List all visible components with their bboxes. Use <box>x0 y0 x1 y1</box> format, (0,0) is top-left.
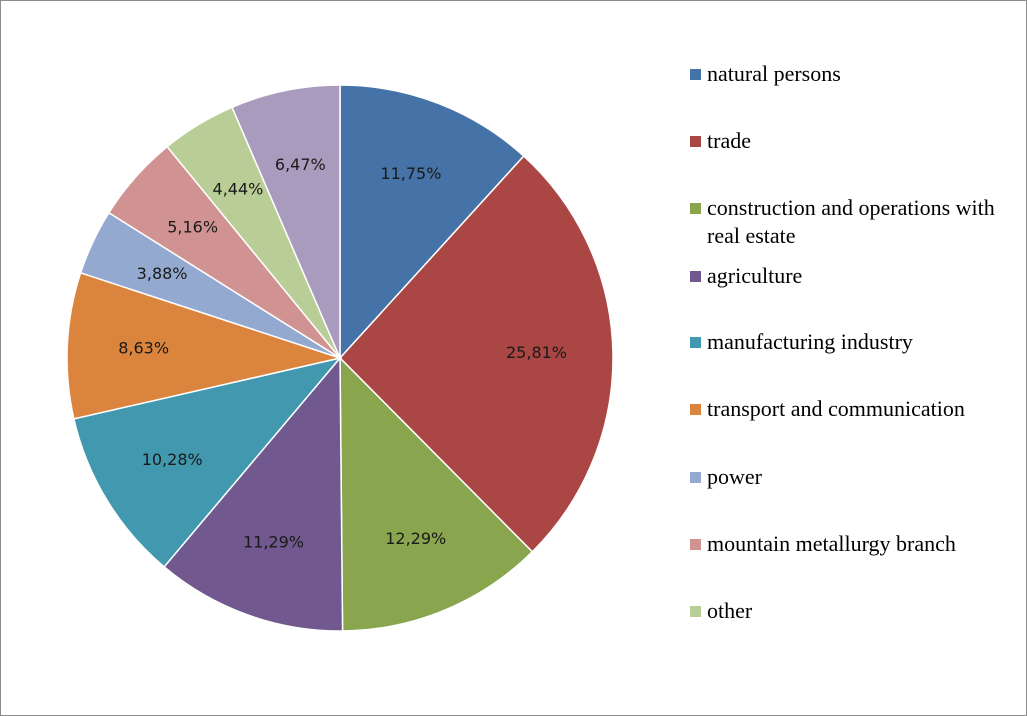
legend-swatch <box>690 337 701 348</box>
pie-slice <box>338 155 614 553</box>
legend-label: transport and communication <box>707 396 965 421</box>
pie-slice <box>66 271 343 420</box>
legend-item-other: other <box>690 597 1007 625</box>
legend-label: manufacturing industry <box>707 329 913 354</box>
legend-swatch <box>690 69 701 80</box>
legend-label: agriculture <box>707 263 803 288</box>
slice-percent-label: 5,16% <box>167 217 218 236</box>
legend-item-agriculture: agriculture <box>690 262 1007 290</box>
pie-slice <box>231 84 341 359</box>
slice-percent-label: 25,81% <box>506 343 567 362</box>
slice-percent-label: 10,28% <box>142 450 203 469</box>
legend-swatch <box>690 271 701 282</box>
legend-item-power: power <box>690 463 1007 491</box>
pie-slice <box>339 356 534 632</box>
legend-item-manufacturing: manufacturing industry <box>690 328 1007 356</box>
pie-slice <box>163 355 344 632</box>
slice-percent-label: 6,47% <box>275 155 326 174</box>
legend-swatch <box>690 203 701 214</box>
legend-label: natural persons <box>707 61 841 86</box>
legend-swatch <box>690 539 701 550</box>
legend-item-trade: trade <box>690 127 1007 155</box>
legend-swatch <box>690 136 701 147</box>
legend-item-construction: construction and operations with real es… <box>690 194 1007 250</box>
pie-slice <box>72 356 343 568</box>
legend-label: mountain metallurgy branch <box>707 531 956 556</box>
legend-item-mountain-metallurgy: mountain metallurgy branch <box>690 530 1007 558</box>
legend-item-natural-persons: natural persons <box>690 60 1007 88</box>
legend-label: trade <box>707 128 751 153</box>
pie-slice <box>339 84 525 360</box>
legend-label: construction and operations with real es… <box>707 195 995 248</box>
legend-swatch <box>690 472 701 483</box>
legend-swatch <box>690 404 701 415</box>
slice-percent-label: 8,63% <box>118 338 169 357</box>
slice-percent-label: 11,29% <box>243 532 304 551</box>
legend-item-transport: transport and communication <box>690 395 1007 423</box>
legend-label: other <box>707 598 753 623</box>
legend-label: power <box>707 464 762 489</box>
slice-percent-label: 4,44% <box>213 180 264 199</box>
slice-percent-label: 11,75% <box>380 164 441 183</box>
slice-percent-label: 12,29% <box>385 529 446 548</box>
legend-swatch <box>690 606 701 617</box>
slice-percent-label: 3,88% <box>137 264 188 283</box>
